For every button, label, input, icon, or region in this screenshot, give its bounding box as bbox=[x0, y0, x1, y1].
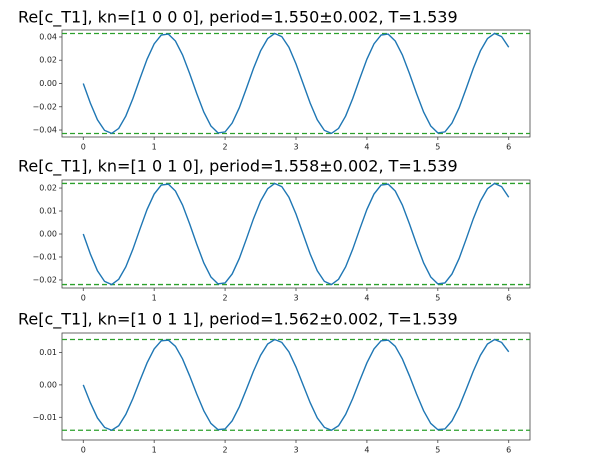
y-tick-label: 0.00 bbox=[39, 380, 57, 389]
series-line bbox=[82, 338, 510, 432]
x-tick-label: 0 bbox=[81, 143, 86, 152]
series-line bbox=[82, 32, 510, 135]
y-tick-label: 0.02 bbox=[39, 56, 57, 65]
x-tick-label: 5 bbox=[435, 446, 440, 455]
y-tick-label: −0.04 bbox=[32, 126, 57, 135]
x-tick-label: 4 bbox=[364, 294, 369, 303]
y-tick-label: 0.02 bbox=[39, 184, 57, 193]
chart-title: Re[c_T1], kn=[1 0 1 0], period=1.558±0.0… bbox=[18, 157, 458, 177]
x-tick-label: 6 bbox=[506, 294, 511, 303]
y-tick-label: −0.02 bbox=[32, 102, 57, 111]
x-tick-label: 1 bbox=[152, 143, 157, 152]
x-tick-label: 6 bbox=[506, 446, 511, 455]
subplot: Re[c_T1], kn=[1 0 1 0], period=1.558±0.0… bbox=[18, 157, 531, 303]
x-tick-label: 5 bbox=[435, 294, 440, 303]
y-tick-label: 0.00 bbox=[39, 230, 57, 239]
x-tick-label: 2 bbox=[223, 143, 228, 152]
x-tick-label: 3 bbox=[293, 143, 298, 152]
x-tick-label: 6 bbox=[506, 143, 511, 152]
x-tick-label: 3 bbox=[293, 446, 298, 455]
x-tick-label: 4 bbox=[364, 446, 369, 455]
x-tick-label: 5 bbox=[435, 143, 440, 152]
y-tick-label: −0.02 bbox=[32, 275, 57, 284]
subplot: Re[c_T1], kn=[1 0 1 1], period=1.562±0.0… bbox=[18, 310, 531, 455]
y-tick-label: 0.01 bbox=[39, 348, 57, 357]
x-tick-label: 2 bbox=[223, 446, 228, 455]
y-tick-label: −0.01 bbox=[32, 413, 57, 422]
x-tick-label: 1 bbox=[152, 294, 157, 303]
series-line bbox=[82, 182, 510, 286]
y-tick-label: −0.01 bbox=[32, 252, 57, 261]
x-tick-label: 4 bbox=[364, 143, 369, 152]
x-tick-label: 1 bbox=[152, 446, 157, 455]
plot-area bbox=[61, 332, 531, 441]
chart-title: Re[c_T1], kn=[1 0 1 1], period=1.562±0.0… bbox=[18, 310, 458, 330]
y-tick-label: 0.00 bbox=[39, 79, 57, 88]
subplot: Re[c_T1], kn=[1 0 0 0], period=1.550±0.0… bbox=[18, 8, 531, 152]
x-tick-label: 2 bbox=[223, 294, 228, 303]
x-tick-label: 0 bbox=[81, 446, 86, 455]
chart-title: Re[c_T1], kn=[1 0 0 0], period=1.550±0.0… bbox=[18, 8, 458, 28]
x-tick-label: 3 bbox=[293, 294, 298, 303]
plot-area bbox=[61, 29, 531, 138]
x-tick-label: 0 bbox=[81, 294, 86, 303]
y-tick-label: 0.04 bbox=[39, 32, 57, 41]
plot-area bbox=[61, 179, 531, 289]
y-tick-label: 0.01 bbox=[39, 207, 57, 216]
